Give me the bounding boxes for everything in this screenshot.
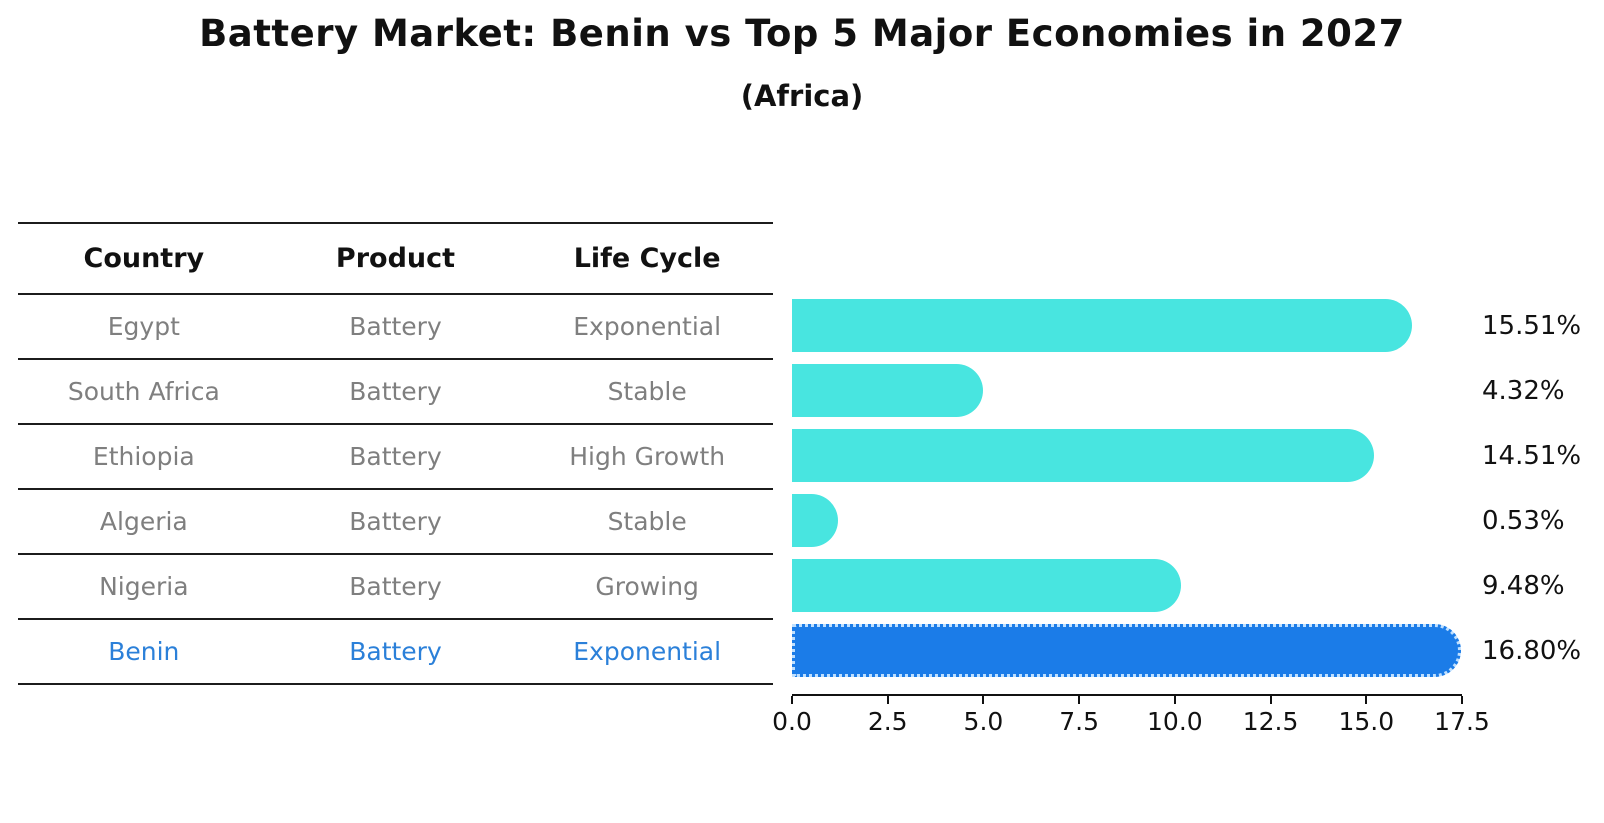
cell-country: South Africa — [67, 377, 220, 406]
country-table: Country Product Life Cycle Egypt Battery… — [18, 222, 773, 685]
cell-product: Battery — [349, 637, 442, 666]
cell-product: Battery — [349, 442, 442, 471]
cell-product: Battery — [349, 377, 442, 406]
x-axis-tick — [886, 696, 889, 704]
cell-product: Battery — [349, 507, 442, 536]
x-tick-label: 0.0 — [772, 707, 812, 736]
bar-row: 16.80% — [792, 618, 1581, 683]
x-axis-line — [792, 694, 1462, 696]
x-tick-label: 5.0 — [963, 707, 1004, 736]
cell-life-cycle: Exponential — [573, 637, 722, 666]
x-axis-tick — [791, 696, 793, 704]
cell-life-cycle: Growing — [595, 572, 699, 601]
value-label: 16.80% — [1482, 635, 1582, 666]
x-tick-label: 10.0 — [1147, 707, 1203, 736]
table-header-row: Country Product Life Cycle — [18, 224, 773, 295]
cell-country: Egypt — [107, 312, 180, 341]
bar-ethiopia — [792, 429, 1374, 482]
x-tick-label: 12.5 — [1242, 707, 1299, 736]
value-label: 0.53% — [1482, 505, 1565, 536]
chart-subtitle: (Africa) — [740, 79, 864, 113]
x-axis-tick — [1173, 696, 1176, 704]
cell-product: Battery — [349, 572, 442, 601]
cell-life-cycle: High Growth — [569, 442, 726, 471]
cell-country: Nigeria — [99, 572, 189, 601]
bar-benin-highlighted — [792, 624, 1462, 677]
bar-algeria — [792, 494, 839, 547]
value-label: 14.51% — [1482, 440, 1582, 471]
bar-row: 14.51% — [792, 423, 1581, 488]
cell-product: Battery — [349, 312, 442, 341]
x-axis-tick — [1365, 696, 1368, 704]
column-header-life-cycle: Life Cycle — [573, 243, 721, 274]
bar-row: 15.51% — [792, 293, 1581, 358]
cell-country: Benin — [108, 637, 180, 666]
value-label: 9.48% — [1482, 570, 1565, 601]
cell-country: Ethiopia — [92, 442, 195, 471]
cell-life-cycle: Stable — [607, 377, 687, 406]
table-row: Egypt Battery Exponential — [18, 295, 773, 360]
bar-row: 4.32% — [792, 358, 1565, 423]
table-row-highlighted: Benin Battery Exponential — [18, 620, 773, 685]
bar-nigeria — [792, 559, 1181, 612]
chart-title: Battery Market: Benin vs Top 5 Major Eco… — [199, 12, 1405, 55]
x-axis: 0.0 2.5 5.0 7.5 10.0 12.5 15.0 17.5 — [772, 694, 1490, 744]
x-axis-tick — [1461, 696, 1463, 704]
table-row: South Africa Battery Stable — [18, 360, 773, 425]
bar-row: 0.53% — [792, 488, 1565, 553]
bar-south-africa — [792, 364, 984, 417]
column-header-country: Country — [83, 243, 205, 274]
cell-life-cycle: Stable — [607, 507, 687, 536]
x-axis-tick — [982, 696, 985, 704]
bar-row: 9.48% — [792, 553, 1565, 618]
x-tick-label: 17.5 — [1434, 707, 1490, 736]
x-tick-label: 15.0 — [1338, 707, 1395, 736]
bar-egypt — [792, 299, 1412, 352]
x-tick-label: 7.5 — [1059, 707, 1100, 736]
cell-life-cycle: Exponential — [573, 312, 722, 341]
column-header-product: Product — [335, 243, 456, 274]
x-axis-tick — [1078, 696, 1081, 704]
value-label: 15.51% — [1482, 310, 1582, 341]
table-row: Nigeria Battery Growing — [18, 555, 773, 620]
bar-plot-area: 15.51% 4.32% 14.51% 0.53% 9.48% 16.80% — [792, 293, 1581, 683]
table-row: Ethiopia Battery High Growth — [18, 425, 773, 490]
cell-country: Algeria — [99, 507, 188, 536]
x-tick-label: 2.5 — [867, 707, 908, 736]
x-axis-tick — [1269, 696, 1272, 704]
value-label: 4.32% — [1482, 375, 1565, 406]
table-row: Algeria Battery Stable — [18, 490, 773, 555]
